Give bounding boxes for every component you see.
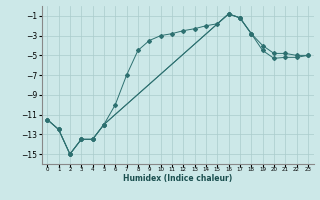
X-axis label: Humidex (Indice chaleur): Humidex (Indice chaleur) [123,174,232,183]
